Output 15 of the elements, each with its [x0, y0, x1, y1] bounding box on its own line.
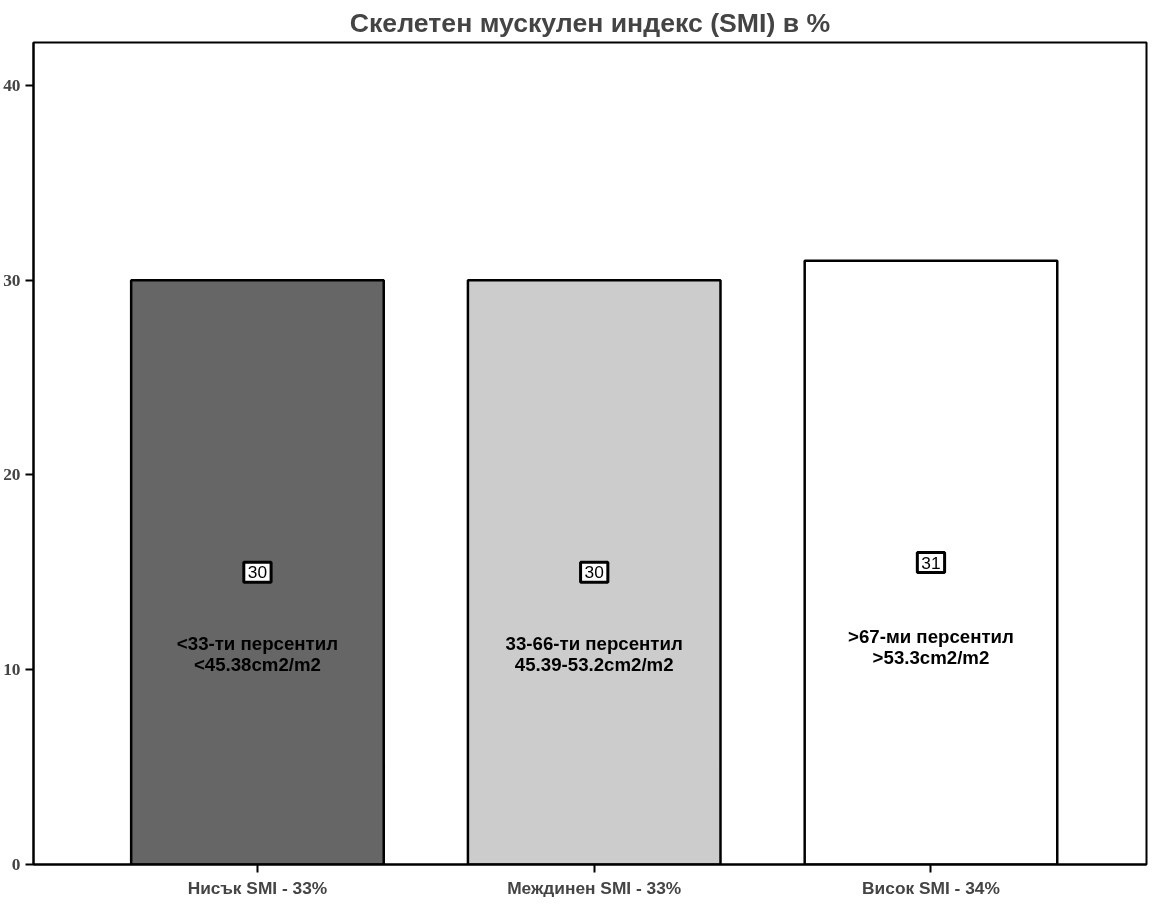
- annotation: 33-66-ти персентил 45.39-53.2cm2/m2: [505, 633, 683, 676]
- y-tick-label: 10: [3, 660, 21, 680]
- data-label: 30: [247, 562, 268, 583]
- x-tick-label: Нисък SMI - 33%: [187, 877, 328, 898]
- annotation: <33-ти персентил <45.38cm2/m2: [176, 633, 339, 676]
- data-label: 30: [584, 562, 604, 583]
- x-tick-label: Междинен SMI - 33%: [507, 877, 682, 898]
- y-tick-label: 40: [3, 75, 21, 95]
- chart-title: Скелетен мускулен индекс (SMI) в %: [349, 7, 831, 38]
- data-label: 31: [921, 552, 941, 573]
- y-tick-label: 20: [3, 465, 21, 485]
- y-tick-label: 30: [3, 270, 21, 290]
- annotation: >67-ми персентил >53.3cm2/m2: [848, 626, 1014, 669]
- y-tick-label: 0: [11, 855, 21, 874]
- x-tick-label: Висок SMI - 34%: [862, 877, 1000, 898]
